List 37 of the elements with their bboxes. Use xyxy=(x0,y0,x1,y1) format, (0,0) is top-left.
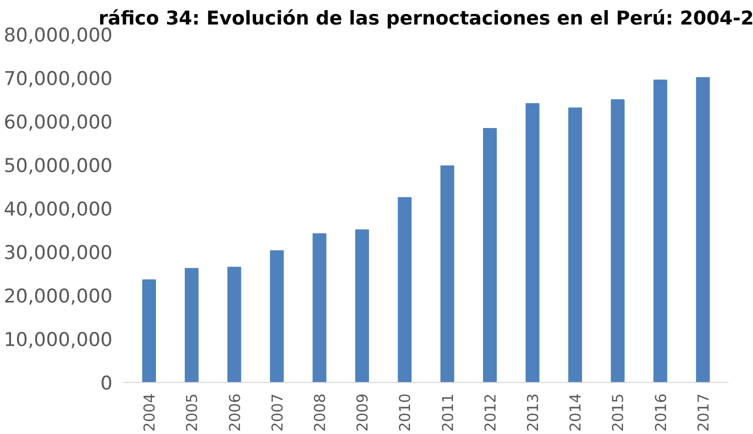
bar xyxy=(142,279,156,382)
bar xyxy=(184,268,199,382)
x-tick-label: 2006 xyxy=(226,393,244,432)
x-tick-label: 2016 xyxy=(652,393,670,432)
y-tick-label: 40,000,000 xyxy=(4,198,113,220)
bar xyxy=(270,250,284,382)
bar xyxy=(483,128,497,382)
x-tick-label: 2005 xyxy=(183,393,202,432)
bar xyxy=(227,266,242,382)
x-tick-label: 2013 xyxy=(524,393,542,432)
y-tick-label: 70,000,000 xyxy=(4,68,113,90)
y-tick-label: 30,000,000 xyxy=(4,242,113,264)
bar xyxy=(653,80,668,382)
x-tick-label: 2014 xyxy=(566,393,585,432)
y-tick-label: 50,000,000 xyxy=(4,155,113,177)
bar xyxy=(398,197,412,382)
x-tick-label: 2004 xyxy=(140,393,159,432)
x-tick-label: 2015 xyxy=(609,393,628,432)
x-tick-label: 2010 xyxy=(396,393,414,432)
bar xyxy=(355,229,369,382)
x-tick-label: 2007 xyxy=(268,393,286,432)
x-tick-label: 2009 xyxy=(354,393,372,432)
bar xyxy=(440,165,454,382)
bar xyxy=(312,233,326,382)
bar xyxy=(696,77,710,382)
x-tick-label: 2011 xyxy=(438,393,457,432)
bar xyxy=(568,108,582,382)
x-tick-label: 2012 xyxy=(481,393,500,432)
y-tick-label: 20,000,000 xyxy=(4,286,113,308)
bar xyxy=(610,99,625,382)
x-tick-label: 2017 xyxy=(694,393,712,432)
x-tick-label: 2008 xyxy=(310,393,329,432)
y-tick-label: 0 xyxy=(100,372,113,394)
y-tick-label: 80,000,000 xyxy=(4,24,113,46)
bar xyxy=(526,103,540,382)
y-tick-label: 10,000,000 xyxy=(4,329,113,351)
y-tick-label: 60,000,000 xyxy=(4,112,113,134)
